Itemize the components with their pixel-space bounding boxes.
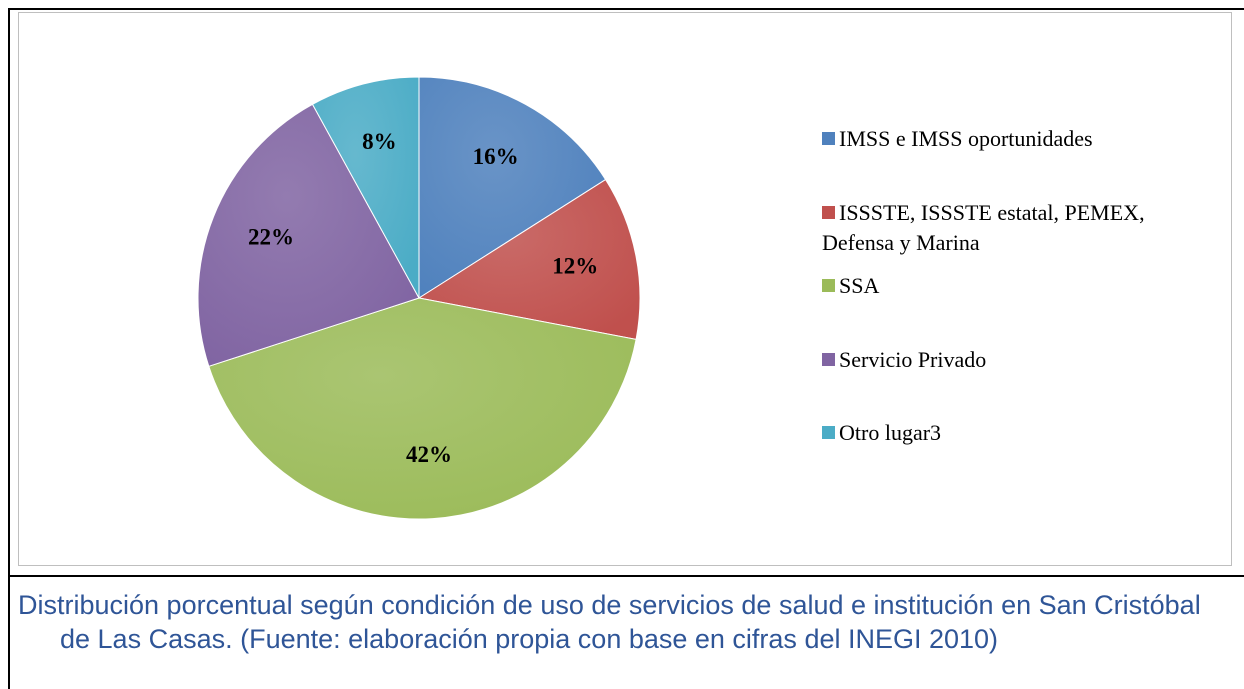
data-label: 22% xyxy=(248,225,294,250)
data-label: 42% xyxy=(406,442,452,467)
legend-entry: ISSSTE, ISSSTE estatal, PEMEX, Defensa y… xyxy=(822,198,1222,258)
pie-slice xyxy=(208,297,637,520)
legend-label: ISSSTE, ISSSTE estatal, PEMEX, Defensa y… xyxy=(822,199,1145,255)
pie-slice xyxy=(311,76,420,299)
legend-entry: Servicio Privado xyxy=(822,345,1222,375)
legend-label: Otro lugar3 xyxy=(839,420,942,445)
legend-entry: Otro lugar3 xyxy=(822,418,1222,448)
frame xyxy=(8,8,1244,689)
legend-entry: SSA xyxy=(822,271,1222,301)
legend-label: Servicio Privado xyxy=(839,346,987,372)
legend-marker xyxy=(822,205,835,219)
legend-marker xyxy=(822,426,835,439)
pie-slice xyxy=(417,178,641,340)
caption: Distribución porcentual según condición … xyxy=(18,590,1201,654)
legend-label: IMSS e IMSS oportunidades xyxy=(839,126,1093,151)
data-label: 16% xyxy=(473,144,519,169)
separator xyxy=(8,575,1244,577)
pie-slice xyxy=(197,103,420,367)
data-label: 12% xyxy=(552,253,598,278)
legend-marker xyxy=(822,352,835,366)
legend-marker xyxy=(822,132,835,145)
legend-label: SSA xyxy=(839,273,880,298)
chart-frame xyxy=(18,12,1232,566)
pie-slice xyxy=(418,76,607,299)
legend-entry: IMSS e IMSS oportunidades xyxy=(822,124,1222,154)
legend-marker xyxy=(822,279,835,292)
data-label: 8% xyxy=(362,129,397,154)
